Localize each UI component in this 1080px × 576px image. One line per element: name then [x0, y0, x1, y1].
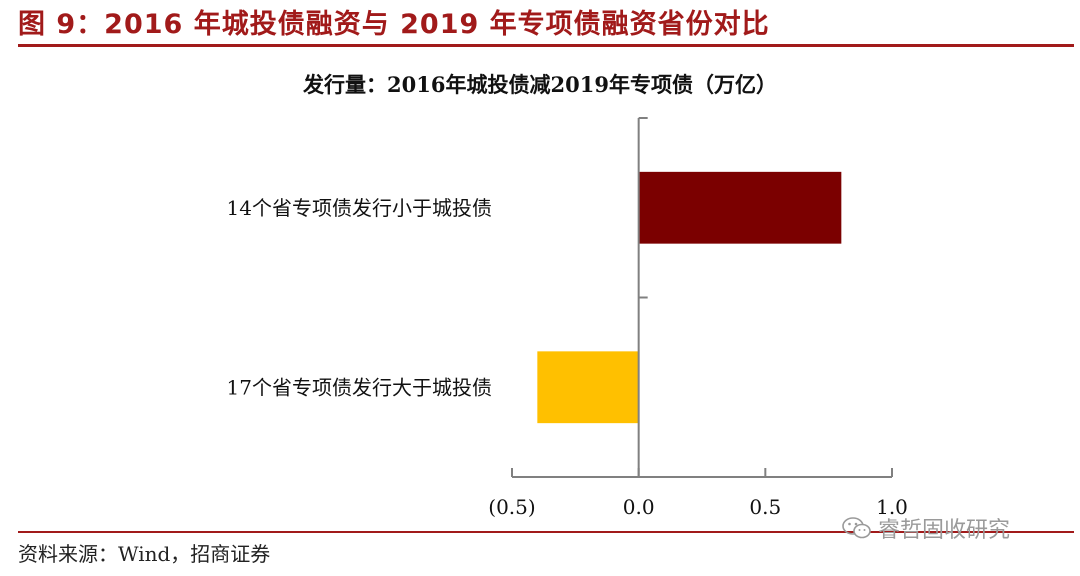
x-tick-label-3: 0.5 [749, 495, 781, 519]
category-label-1: 14个省专项债发行小于城投债 [227, 196, 492, 220]
watermark-text: 睿哲固收研究 [878, 518, 1011, 543]
header-rule [18, 44, 1074, 47]
source-note: 资料来源：Wind，招商证券 [18, 542, 271, 566]
watermark: 睿哲固收研究 [842, 512, 1010, 544]
category-label-2: 17个省专项债发行大于城投债 [227, 375, 492, 399]
figure-title: 图 9：2016 年城投债融资与 2019 年专项债融资省份对比 [18, 9, 770, 40]
axes-group [511, 117, 893, 478]
bar-chart: 发行量：2016年城投债减2019年专项债（万亿） 14个省专项债发行小于城投债… [227, 72, 908, 519]
category-labels: 14个省专项债发行小于城投债 17个省专项债发行大于城投债 [227, 196, 492, 400]
x-tick-label-1: (0.5) [488, 495, 535, 519]
figure-header: 图 9：2016 年城投债融资与 2019 年专项债融资省份对比 [0, 0, 1080, 46]
footer-rule [18, 531, 1074, 533]
tick-labels: (0.5) 0.0 0.5 1.0 [488, 495, 908, 519]
bar-1 [638, 171, 842, 244]
wechat-icon [842, 517, 871, 539]
chart-title: 发行量：2016年城投债减2019年专项债（万亿） [302, 72, 777, 97]
bars-group [537, 171, 842, 424]
x-tick-label-4: 1.0 [876, 495, 908, 519]
bar-2 [537, 351, 639, 424]
x-tick-label-2: 0.0 [623, 495, 655, 519]
